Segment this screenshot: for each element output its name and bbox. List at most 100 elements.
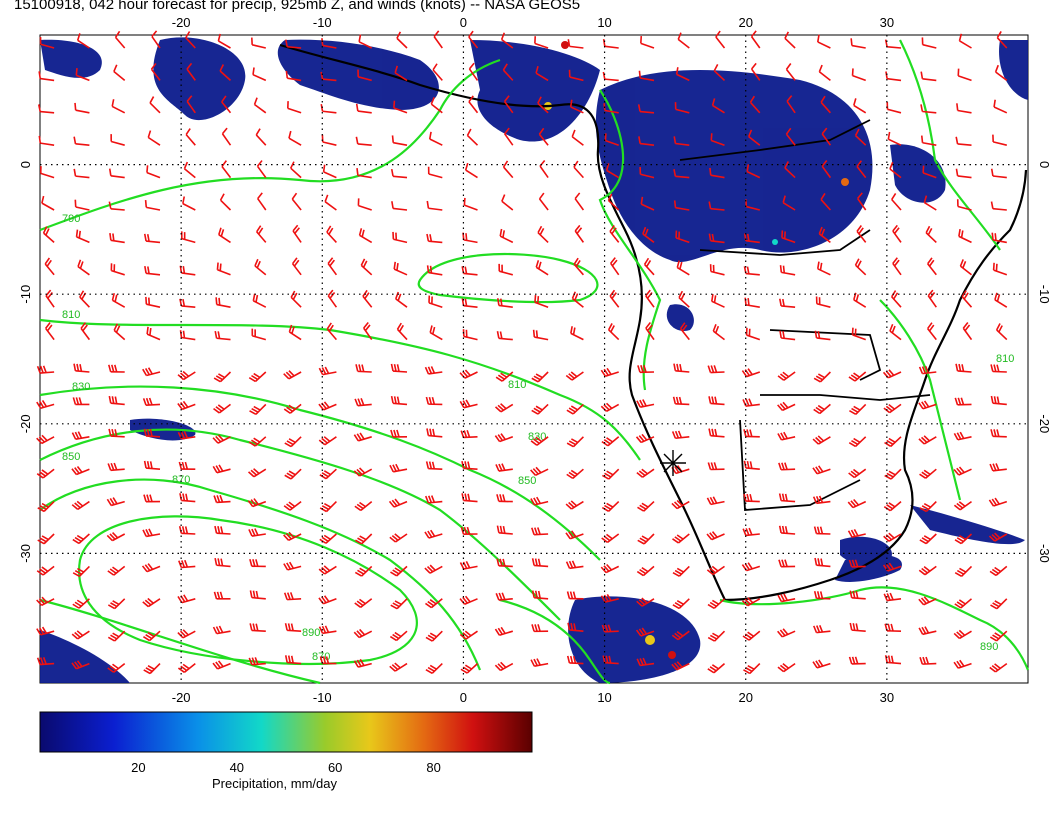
wind-barb xyxy=(813,526,831,535)
wind-barb xyxy=(953,659,972,669)
wind-barb xyxy=(601,533,620,544)
wind-barb xyxy=(460,663,479,674)
wind-barb xyxy=(814,557,831,568)
wind-barb xyxy=(252,67,267,82)
wind-barb xyxy=(217,33,231,49)
wind-barb xyxy=(671,630,690,641)
wind-barb xyxy=(327,257,338,276)
wind-barb xyxy=(425,663,443,674)
wind-barb xyxy=(777,431,796,441)
wind-barb xyxy=(151,30,161,49)
wind-barb xyxy=(357,69,372,82)
wind-barb xyxy=(927,289,937,308)
wind-barb xyxy=(107,462,125,472)
wind-barb xyxy=(80,322,91,341)
wind-barb xyxy=(283,561,302,571)
wind-barb xyxy=(953,500,972,511)
wind-barb xyxy=(713,63,726,81)
wind-barb xyxy=(785,63,796,81)
wind-barb xyxy=(147,130,161,146)
wind-barb xyxy=(284,39,302,49)
wind-barb xyxy=(988,497,1008,507)
wind-barb xyxy=(675,67,690,82)
wind-barb xyxy=(353,432,372,442)
wind-barb xyxy=(354,598,373,608)
wind-barb xyxy=(37,501,55,513)
wind-barb xyxy=(958,229,972,244)
wind-barb xyxy=(848,656,866,665)
wind-barb xyxy=(636,597,655,607)
wind-barb xyxy=(36,468,55,479)
wind-barb xyxy=(496,558,513,568)
wind-barb xyxy=(743,493,760,503)
wind-barb xyxy=(602,39,619,49)
wind-barb xyxy=(149,96,161,114)
wind-barb xyxy=(538,192,549,211)
wind-barb xyxy=(706,531,725,541)
wind-barb xyxy=(637,533,655,545)
wind-barb xyxy=(601,624,619,633)
wind-barb xyxy=(74,102,90,114)
wind-barb xyxy=(144,266,161,276)
wind-barb xyxy=(990,429,1007,438)
wind-barb xyxy=(601,501,620,512)
wind-barb xyxy=(643,257,655,276)
wind-barb xyxy=(812,435,831,445)
wind-barb xyxy=(813,624,831,634)
wind-barb xyxy=(708,428,725,438)
wind-barb xyxy=(468,95,479,114)
wind-barb xyxy=(742,398,760,407)
wind-barb xyxy=(425,598,443,609)
wind-barb xyxy=(283,403,302,414)
wind-barb xyxy=(884,655,902,665)
wind-barb xyxy=(992,262,1008,276)
wind-barb xyxy=(922,165,937,179)
wind-barb xyxy=(671,661,690,671)
wind-barb xyxy=(955,136,972,146)
wind-barb xyxy=(672,565,690,577)
wind-barb xyxy=(502,63,514,81)
wind-barb xyxy=(248,468,267,478)
wind-barb xyxy=(354,533,373,545)
lat-tick-label-right: -30 xyxy=(1037,544,1052,563)
wind-barb xyxy=(464,162,478,179)
wind-barb xyxy=(143,460,161,470)
wind-barb xyxy=(318,565,337,575)
wind-barb xyxy=(253,97,267,114)
wind-barb xyxy=(847,498,867,509)
wind-barb xyxy=(71,465,90,476)
wind-barb xyxy=(360,258,373,276)
wind-barb xyxy=(571,129,584,146)
wind-barb xyxy=(851,327,866,341)
wind-barb xyxy=(953,466,972,476)
wind-barb xyxy=(108,395,125,406)
contour-label: 830 xyxy=(528,431,546,443)
wind-barb xyxy=(954,533,973,545)
wind-barb xyxy=(177,400,196,411)
wind-barb xyxy=(573,160,584,179)
wind-barb xyxy=(673,136,690,146)
lat-tick-label-right: -20 xyxy=(1037,414,1052,433)
wind-barb xyxy=(990,168,1007,179)
wind-barb xyxy=(320,71,337,82)
wind-barb xyxy=(38,135,55,146)
wind-barb xyxy=(461,460,478,470)
precip-layer xyxy=(40,37,1028,683)
wind-barb xyxy=(496,525,513,535)
wind-barb xyxy=(707,462,725,471)
wind-barb xyxy=(848,559,866,568)
contour-label: 890 xyxy=(302,627,320,639)
wind-barb xyxy=(459,630,478,640)
wind-barb xyxy=(114,30,126,49)
wind-barb xyxy=(574,224,585,243)
wind-barb xyxy=(673,169,690,179)
wind-barb xyxy=(36,365,55,374)
wind-barb xyxy=(636,468,655,478)
wind-barb xyxy=(920,104,937,114)
wind-barb xyxy=(821,160,832,179)
wind-barb xyxy=(920,135,937,146)
lat-tick-label: -30 xyxy=(18,544,33,563)
wind-barb xyxy=(73,363,90,373)
wind-barb xyxy=(36,626,55,636)
wind-barb xyxy=(566,403,584,415)
